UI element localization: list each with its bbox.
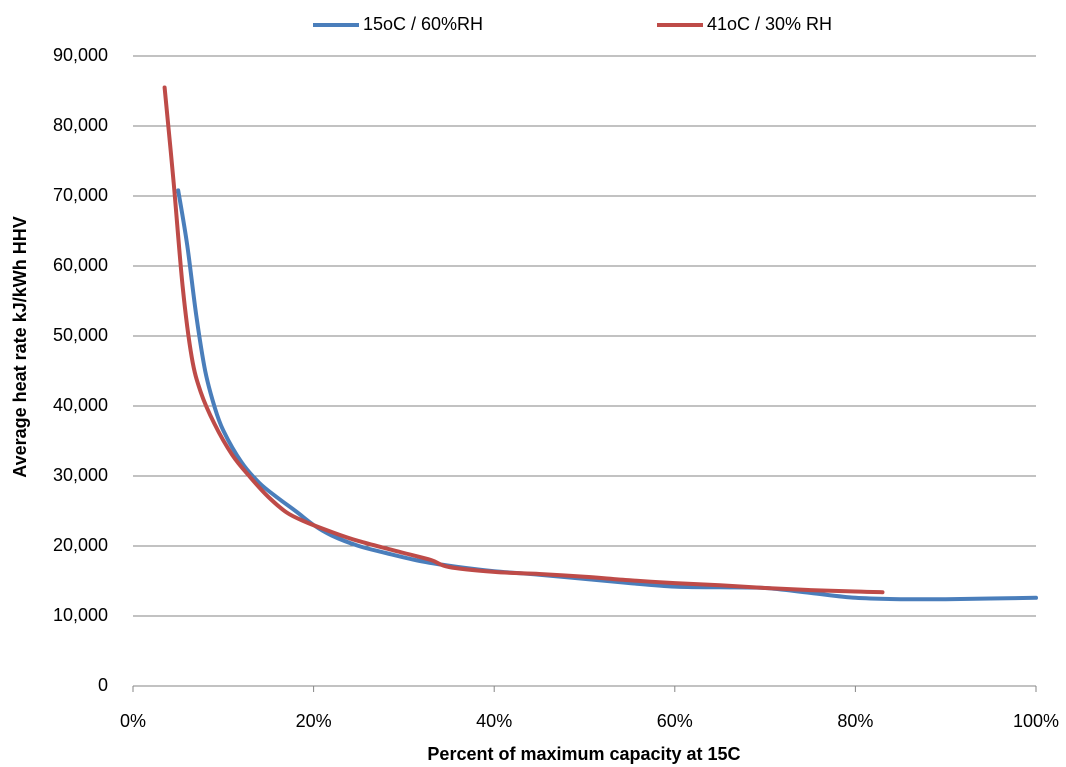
- y-tick-label: 0: [98, 675, 108, 695]
- y-tick-label: 60,000: [53, 255, 108, 275]
- legend-label-1: 15oC / 60%RH: [363, 14, 483, 34]
- y-tick-label: 70,000: [53, 185, 108, 205]
- series-lines: [162, 85, 1038, 602]
- y-tick-label: 30,000: [53, 465, 108, 485]
- x-axis-title: Percent of maximum capacity at 15C: [427, 744, 740, 764]
- legend-label-2: 41oC / 30% RH: [707, 14, 832, 34]
- x-tick-label: 20%: [296, 711, 332, 731]
- y-tick-label: 80,000: [53, 115, 108, 135]
- y-tick-label: 50,000: [53, 325, 108, 345]
- y-axis-title: Average heat rate kJ/kWh HHV: [10, 216, 30, 477]
- y-tick-label: 40,000: [53, 395, 108, 415]
- series-line-2: [162, 85, 885, 595]
- x-tick-label: 60%: [657, 711, 693, 731]
- y-tick-label: 20,000: [53, 535, 108, 555]
- tick-labels: 0 10,000 20,000 30,000 40,000 50,000 60,000 70,…: [53, 45, 1059, 731]
- x-tick-label: 0%: [120, 711, 146, 731]
- x-tick-label: 40%: [476, 711, 512, 731]
- x-tick-label: 80%: [837, 711, 873, 731]
- x-tick-label: 100%: [1013, 711, 1059, 731]
- y-tick-label: 90,000: [53, 45, 108, 65]
- legend: 15oC / 60%RH 41oC / 30% RH: [313, 14, 832, 34]
- y-tick-label: 10,000: [53, 605, 108, 625]
- series-line-1: [176, 188, 1038, 602]
- gridlines: [133, 55, 1036, 617]
- axes: [132, 685, 1037, 692]
